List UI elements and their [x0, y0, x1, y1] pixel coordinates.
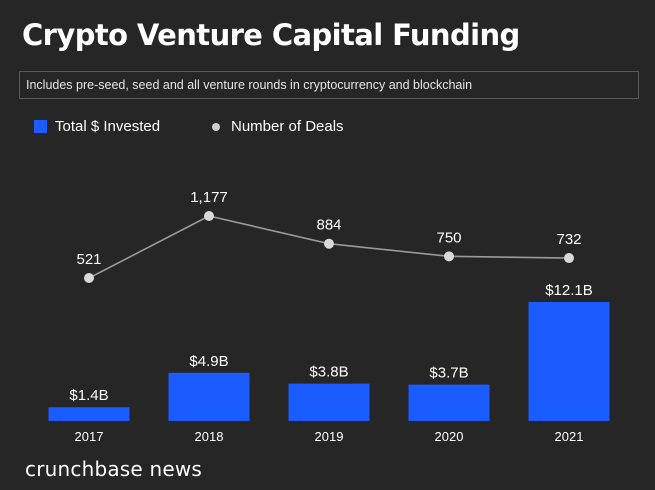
subtitle-box: Includes pre-seed, seed and all venture …: [19, 71, 639, 99]
deals-label-2020: 750: [436, 229, 461, 246]
legend-label-number-of-deals: Number of Deals: [231, 118, 344, 135]
chart-subtitle: Includes pre-seed, seed and all venture …: [26, 78, 473, 92]
legend-label-total-invested: Total $ Invested: [55, 118, 161, 135]
deals-label-2019: 884: [316, 217, 341, 234]
bar-2020: [408, 384, 490, 421]
x-tick-2019: 2019: [315, 429, 344, 444]
bar-2018: [168, 372, 250, 421]
bar-2017: [48, 407, 130, 421]
brand-logo: crunchbase news: [25, 457, 203, 481]
deals-point-2019: [324, 238, 334, 249]
legend-item-number-of-deals: Number of Deals: [210, 118, 344, 135]
bar-label-2019: $3.8B: [309, 364, 348, 381]
bar-label-2021: $12.1B: [545, 282, 593, 299]
deals-point-2018: [204, 211, 214, 221]
legend-bar-swatch: [34, 120, 47, 133]
x-tick-2021: 2021: [555, 429, 584, 444]
bar-2021: [528, 302, 610, 421]
legend-dot-icon: [212, 122, 220, 131]
legend-item-total-invested: Total $ Invested: [34, 118, 160, 135]
deals-point-2021: [564, 253, 574, 264]
chart-title: Crypto Venture Capital Funding: [22, 18, 520, 52]
x-tick-2018: 2018: [195, 429, 224, 444]
deals-label-2018: 1,177: [190, 189, 228, 206]
deals-point-2020: [444, 251, 454, 262]
deals-point-2017: [84, 273, 94, 283]
deals-label-2021: 732: [556, 231, 581, 248]
bar-label-2017: $1.4B: [69, 387, 108, 404]
deals-label-2017: 521: [76, 251, 101, 268]
bar-label-2018: $4.9B: [189, 353, 228, 370]
bar-label-2020: $3.7B: [429, 365, 468, 382]
x-tick-2020: 2020: [435, 429, 464, 444]
bar-2019: [288, 383, 370, 421]
x-tick-2017: 2017: [75, 429, 104, 444]
